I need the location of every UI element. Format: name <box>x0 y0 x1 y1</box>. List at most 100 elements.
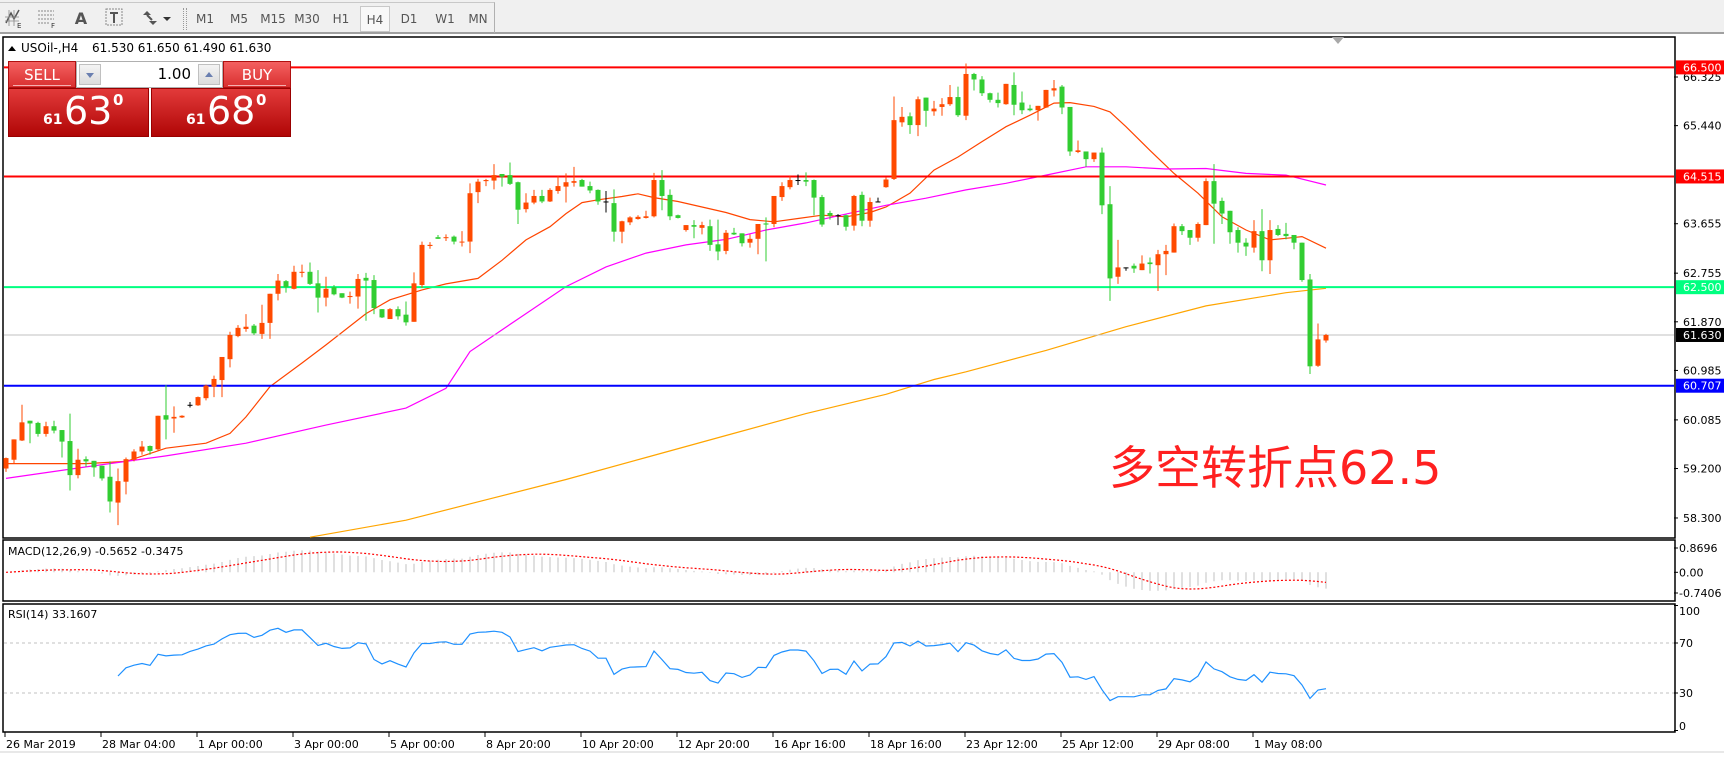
expert-chart-icon[interactable]: E <box>3 7 25 29</box>
candle-body <box>1315 339 1321 366</box>
text-label-icon[interactable] <box>104 7 126 29</box>
buy-price-panel[interactable]: 61 68 0 <box>151 88 291 137</box>
macd-label: MACD(12,26,9) -0.5652 -0.3475 <box>8 545 183 558</box>
candle-body <box>163 415 169 420</box>
candle-body <box>371 280 377 309</box>
candle <box>339 293 345 299</box>
lot-value[interactable]: 1.00 <box>157 65 191 83</box>
toolbar-grip[interactable] <box>183 8 187 30</box>
candle <box>363 272 369 321</box>
candle <box>35 421 41 437</box>
candle <box>931 100 937 116</box>
lot-decrease-button[interactable] <box>79 64 101 85</box>
candle-body <box>611 203 617 232</box>
candle-body <box>515 182 521 210</box>
price-axis: 66.32565.44063.65562.75561.87060.98560.0… <box>1674 60 1724 525</box>
candle <box>59 430 65 458</box>
timeframe-mn[interactable]: MN <box>468 12 488 26</box>
candle <box>643 210 649 219</box>
lot-increase-button[interactable] <box>198 64 220 85</box>
candle-body <box>971 73 977 80</box>
candle <box>947 84 953 106</box>
candle-body <box>1155 254 1161 266</box>
candle <box>699 221 705 235</box>
candle <box>867 197 873 227</box>
candle-body <box>555 186 561 192</box>
candle-body <box>603 201 609 203</box>
sell-button[interactable]: SELL <box>8 61 76 88</box>
text-icon[interactable]: A <box>74 8 88 28</box>
candle <box>163 384 169 440</box>
buy-button[interactable]: BUY <box>223 61 291 88</box>
candle-body <box>811 180 817 198</box>
candle <box>1307 273 1313 375</box>
timeframe-m1[interactable]: M1 <box>196 12 214 26</box>
candle-body <box>891 120 897 179</box>
timeframe-d1[interactable]: D1 <box>400 12 418 26</box>
timeframe-m5[interactable]: M5 <box>230 12 248 26</box>
candle <box>171 406 177 433</box>
candle <box>491 164 497 190</box>
price-tick-label: 59.200 <box>1683 463 1722 476</box>
candle <box>811 179 817 216</box>
candle-body <box>699 225 705 228</box>
time-tick-label: 28 Mar 04:00 <box>102 738 175 751</box>
candle-body <box>1291 234 1297 243</box>
candle-body <box>283 281 289 288</box>
sell-price-panel[interactable]: 61 63 0 <box>8 88 149 137</box>
chart-frames <box>0 36 1724 753</box>
candle <box>443 234 449 242</box>
candle-body <box>595 189 601 202</box>
candle <box>899 106 905 127</box>
candle <box>579 178 585 187</box>
rsi-tick-label: 100 <box>1679 605 1700 618</box>
candle <box>83 456 89 467</box>
candle <box>691 220 697 239</box>
lot-size-input[interactable]: 1.00 <box>76 61 223 88</box>
timeframe-w1[interactable]: W1 <box>435 12 455 26</box>
candle <box>987 92 993 103</box>
grid-icon[interactable]: F <box>36 7 58 29</box>
candle <box>27 420 33 444</box>
candle <box>827 210 833 220</box>
macd-tick-label: 0.00 <box>1679 566 1704 579</box>
candle-body <box>1203 181 1209 226</box>
candle-body <box>979 79 985 94</box>
candle <box>971 72 977 91</box>
chart-shift-marker-icon[interactable] <box>1332 37 1344 44</box>
candle <box>1067 106 1073 156</box>
timeframe-h1[interactable]: H1 <box>332 12 350 26</box>
candle-body <box>251 325 257 334</box>
candle-body <box>1043 89 1049 108</box>
candle <box>51 420 57 434</box>
candle <box>667 189 673 221</box>
candle-body <box>203 385 209 399</box>
candle-body <box>731 232 737 235</box>
candle-body <box>1075 150 1081 153</box>
collapse-triangle-icon[interactable] <box>8 46 16 51</box>
timeframe-h4[interactable]: H4 <box>360 6 390 32</box>
candle-body <box>147 445 153 451</box>
candle <box>115 468 121 526</box>
candle <box>651 172 657 218</box>
candle-body <box>259 322 265 334</box>
candle <box>3 457 9 472</box>
candle <box>1059 84 1065 115</box>
candle <box>715 219 721 261</box>
arrows-icon[interactable] <box>140 7 174 29</box>
candle <box>1283 222 1289 240</box>
candle <box>315 270 321 313</box>
candle-body <box>219 356 225 381</box>
price-tick-label: 61.870 <box>1683 316 1722 329</box>
candle <box>1075 140 1081 154</box>
candle <box>1003 83 1009 105</box>
candle-body <box>131 451 137 460</box>
candle-body <box>35 422 41 434</box>
candle-body <box>987 93 993 100</box>
timeframe-m30[interactable]: M30 <box>294 12 320 26</box>
candle <box>1019 91 1025 115</box>
price-tick-label: 58.300 <box>1683 512 1722 525</box>
candle <box>923 97 929 127</box>
timeframe-m15[interactable]: M15 <box>260 12 286 26</box>
candle-body <box>139 446 145 452</box>
